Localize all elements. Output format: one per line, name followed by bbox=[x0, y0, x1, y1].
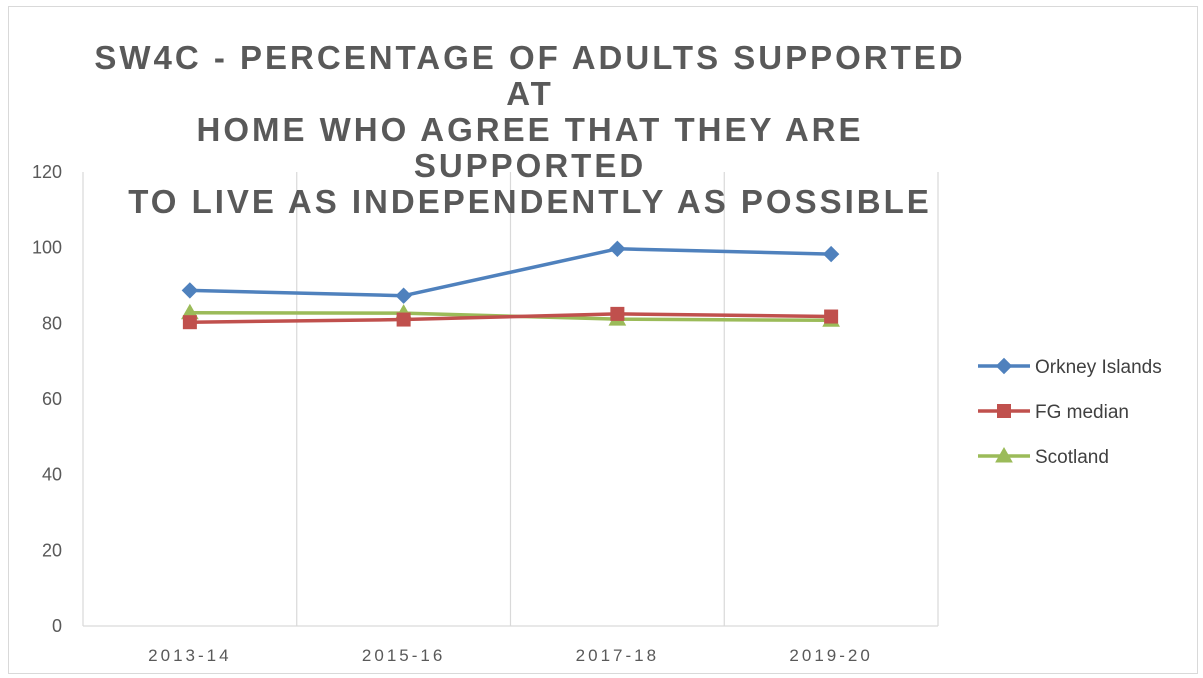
data-point-orkney-islands bbox=[609, 240, 626, 258]
data-point-orkney-islands bbox=[181, 282, 199, 299]
y-tick-label: 0 bbox=[52, 616, 62, 636]
data-point-fg-median bbox=[182, 315, 197, 330]
y-tick-label: 20 bbox=[42, 540, 62, 560]
chart-frame bbox=[8, 6, 1198, 674]
series-orkney-islands bbox=[181, 240, 840, 304]
legend-swatch-marker bbox=[997, 404, 1011, 418]
data-point-fg-median bbox=[824, 309, 839, 324]
y-tick-label: 80 bbox=[42, 313, 62, 333]
legend-label: Scotland bbox=[1035, 447, 1109, 468]
x-tick-label: 2013-14 bbox=[148, 646, 231, 665]
chart-title-line-1: SW4C - PERCENTAGE OF ADULTS SUPPORTED AT bbox=[94, 39, 966, 112]
x-tick-label: 2017-18 bbox=[576, 646, 659, 665]
y-tick-label: 60 bbox=[42, 389, 62, 409]
series-layer bbox=[181, 240, 840, 330]
grid-lines bbox=[82, 172, 939, 626]
x-tick-label: 2015-16 bbox=[362, 646, 445, 665]
series-line-fg-median bbox=[188, 312, 833, 324]
legend-item-fg-median: FG median bbox=[978, 402, 1129, 423]
chart-title-line-2: HOME WHO AGREE THAT THEY ARE SUPPORTED bbox=[196, 111, 864, 184]
legend-item-orkney-islands: Orkney Islands bbox=[978, 357, 1162, 378]
data-point-orkney-islands bbox=[395, 287, 412, 304]
axes: 0 20 40 60 80 100 120 2013-14 2015-16 2017-18 2019… bbox=[32, 162, 938, 665]
series-line-orkney-islands bbox=[188, 247, 833, 298]
legend-swatch-marker bbox=[995, 357, 1013, 375]
y-tick-label: 100 bbox=[32, 238, 62, 258]
legend-label: FG median bbox=[1035, 402, 1129, 423]
series-fg-median bbox=[182, 306, 839, 330]
legend-item-scotland: Scotland bbox=[978, 446, 1109, 468]
legend-label: Orkney Islands bbox=[1035, 357, 1162, 378]
data-point-orkney-islands bbox=[822, 245, 840, 263]
x-tick-label: 2019-20 bbox=[789, 646, 872, 665]
y-tick-label: 120 bbox=[32, 162, 62, 182]
legend: Orkney Islands FG median Scotland bbox=[978, 357, 1162, 468]
y-tick-label: 40 bbox=[42, 465, 62, 485]
data-point-fg-median bbox=[610, 306, 625, 321]
chart-title-line-3: TO LIVE AS INDEPENDENTLY AS POSSIBLE bbox=[128, 183, 932, 220]
chart-title: SW4C - PERCENTAGE OF ADULTS SUPPORTED AT… bbox=[80, 40, 980, 220]
data-point-fg-median bbox=[396, 312, 411, 327]
legend-swatch-marker bbox=[995, 446, 1013, 463]
